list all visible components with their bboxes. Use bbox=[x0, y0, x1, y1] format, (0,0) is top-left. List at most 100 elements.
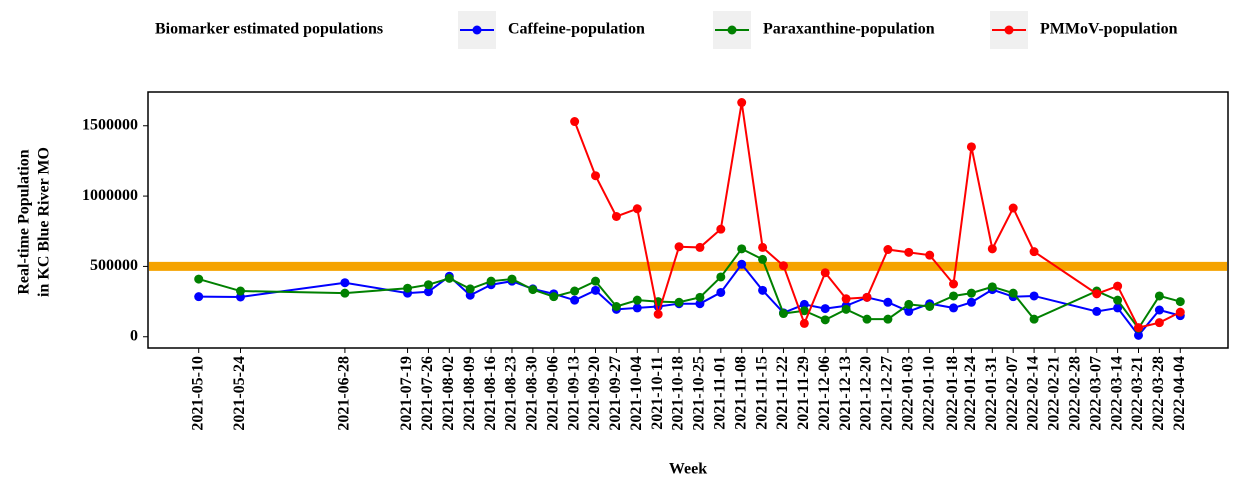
x-tick-label: 2022-01-18 bbox=[944, 356, 961, 431]
data-point bbox=[904, 299, 914, 309]
data-point bbox=[340, 288, 350, 298]
data-point bbox=[1113, 295, 1123, 305]
data-point bbox=[758, 285, 768, 295]
data-point bbox=[194, 292, 204, 302]
x-tick-label: 2022-02-07 bbox=[1004, 356, 1021, 431]
data-point bbox=[1008, 203, 1018, 213]
data-point bbox=[423, 287, 433, 297]
x-tick-label: 2021-07-19 bbox=[398, 356, 415, 431]
data-point bbox=[949, 279, 959, 289]
data-point bbox=[423, 280, 433, 290]
y-tick-label: 1500000 bbox=[82, 116, 138, 133]
x-tick-label: 2021-11-22 bbox=[774, 356, 791, 430]
x-tick-label: 2021-12-13 bbox=[837, 356, 854, 431]
data-point bbox=[1154, 318, 1164, 328]
data-point bbox=[235, 286, 245, 296]
x-tick-label: 2021-12-20 bbox=[858, 356, 875, 431]
x-tick-label: 2022-04-04 bbox=[1171, 356, 1188, 431]
data-point bbox=[820, 268, 830, 278]
data-point bbox=[949, 303, 959, 313]
y-tick-label: 500000 bbox=[90, 257, 138, 274]
data-point bbox=[570, 117, 580, 127]
x-tick-label: 2021-12-27 bbox=[879, 356, 896, 431]
data-point bbox=[465, 290, 475, 300]
plot-frame bbox=[147, 91, 1229, 349]
x-tick-label: 2021-10-25 bbox=[691, 356, 708, 431]
data-point bbox=[611, 302, 621, 312]
data-point bbox=[904, 306, 914, 316]
data-point bbox=[949, 291, 959, 301]
x-tick-label: 2021-11-29 bbox=[795, 356, 812, 430]
data-point bbox=[591, 276, 601, 286]
data-point bbox=[528, 285, 538, 295]
x-tick-label: 2021-10-11 bbox=[649, 356, 666, 430]
data-point bbox=[611, 211, 621, 221]
x-tick-label: 2021-08-30 bbox=[524, 356, 541, 431]
x-tick-label: 2021-06-28 bbox=[336, 356, 353, 431]
x-tick-label: 2022-01-03 bbox=[899, 356, 916, 431]
data-point bbox=[1175, 297, 1185, 307]
legend-key-point bbox=[472, 25, 482, 35]
legend-key-point bbox=[727, 25, 737, 35]
data-point bbox=[632, 204, 642, 214]
x-tick-label: 2021-12-06 bbox=[816, 356, 833, 431]
x-tick-label: 2022-01-31 bbox=[983, 356, 1000, 431]
data-point bbox=[862, 314, 872, 324]
data-point bbox=[340, 278, 350, 288]
x-tick-label: 2021-10-18 bbox=[670, 356, 687, 431]
x-tick-label: 2021-07-26 bbox=[419, 356, 436, 431]
y-tick-label: 0 bbox=[130, 327, 138, 344]
data-point bbox=[799, 299, 809, 309]
data-point bbox=[883, 245, 893, 255]
data-point bbox=[486, 276, 496, 286]
x-tick-label: 2021-09-20 bbox=[586, 356, 603, 431]
x-tick-label: 2021-08-16 bbox=[482, 356, 499, 431]
data-point bbox=[904, 247, 914, 257]
data-point bbox=[194, 274, 204, 284]
data-point bbox=[1113, 281, 1123, 291]
data-point bbox=[987, 282, 997, 292]
data-point bbox=[549, 292, 559, 302]
data-point bbox=[465, 284, 475, 294]
x-tick-label: 2022-03-21 bbox=[1129, 356, 1146, 431]
x-tick-label: 2022-02-28 bbox=[1067, 356, 1084, 431]
data-point bbox=[716, 224, 726, 234]
data-point bbox=[841, 304, 851, 314]
data-point bbox=[737, 98, 747, 108]
data-point bbox=[570, 295, 580, 305]
data-point bbox=[799, 306, 809, 316]
data-point bbox=[925, 250, 935, 260]
data-point bbox=[570, 286, 580, 296]
data-point bbox=[737, 259, 747, 269]
data-point bbox=[883, 297, 893, 307]
data-point bbox=[716, 287, 726, 297]
data-point bbox=[799, 318, 809, 328]
data-point bbox=[716, 272, 726, 282]
x-tick-label: 2021-05-10 bbox=[189, 356, 206, 431]
x-tick-label: 2022-01-10 bbox=[920, 356, 937, 431]
data-point bbox=[820, 315, 830, 325]
data-point bbox=[966, 142, 976, 152]
data-point bbox=[632, 295, 642, 305]
x-tick-label: 2022-02-21 bbox=[1046, 356, 1063, 431]
data-point bbox=[966, 288, 976, 298]
legend-label: Paraxanthine-population bbox=[763, 21, 935, 38]
x-tick-label: 2021-11-15 bbox=[753, 356, 770, 430]
x-tick-label: 2021-11-01 bbox=[711, 356, 728, 430]
x-tick-label: 2022-03-07 bbox=[1087, 356, 1104, 431]
legend-label: Caffeine-population bbox=[508, 21, 645, 38]
x-tick-label: 2021-11-08 bbox=[732, 356, 749, 430]
data-point bbox=[591, 171, 601, 181]
data-point bbox=[1113, 303, 1123, 313]
data-point bbox=[758, 254, 768, 264]
x-tick-label: 2021-05-24 bbox=[231, 356, 248, 431]
data-point bbox=[1008, 288, 1018, 298]
data-point bbox=[820, 304, 830, 314]
x-axis-label: Week bbox=[669, 461, 707, 478]
x-tick-label: 2021-10-04 bbox=[628, 356, 645, 431]
data-point bbox=[1092, 306, 1102, 316]
data-point bbox=[966, 297, 976, 307]
legend-title: Biomarker estimated populations bbox=[155, 21, 383, 38]
x-tick-label: 2021-09-06 bbox=[544, 356, 561, 431]
y-tick-label: 1000000 bbox=[82, 187, 138, 204]
